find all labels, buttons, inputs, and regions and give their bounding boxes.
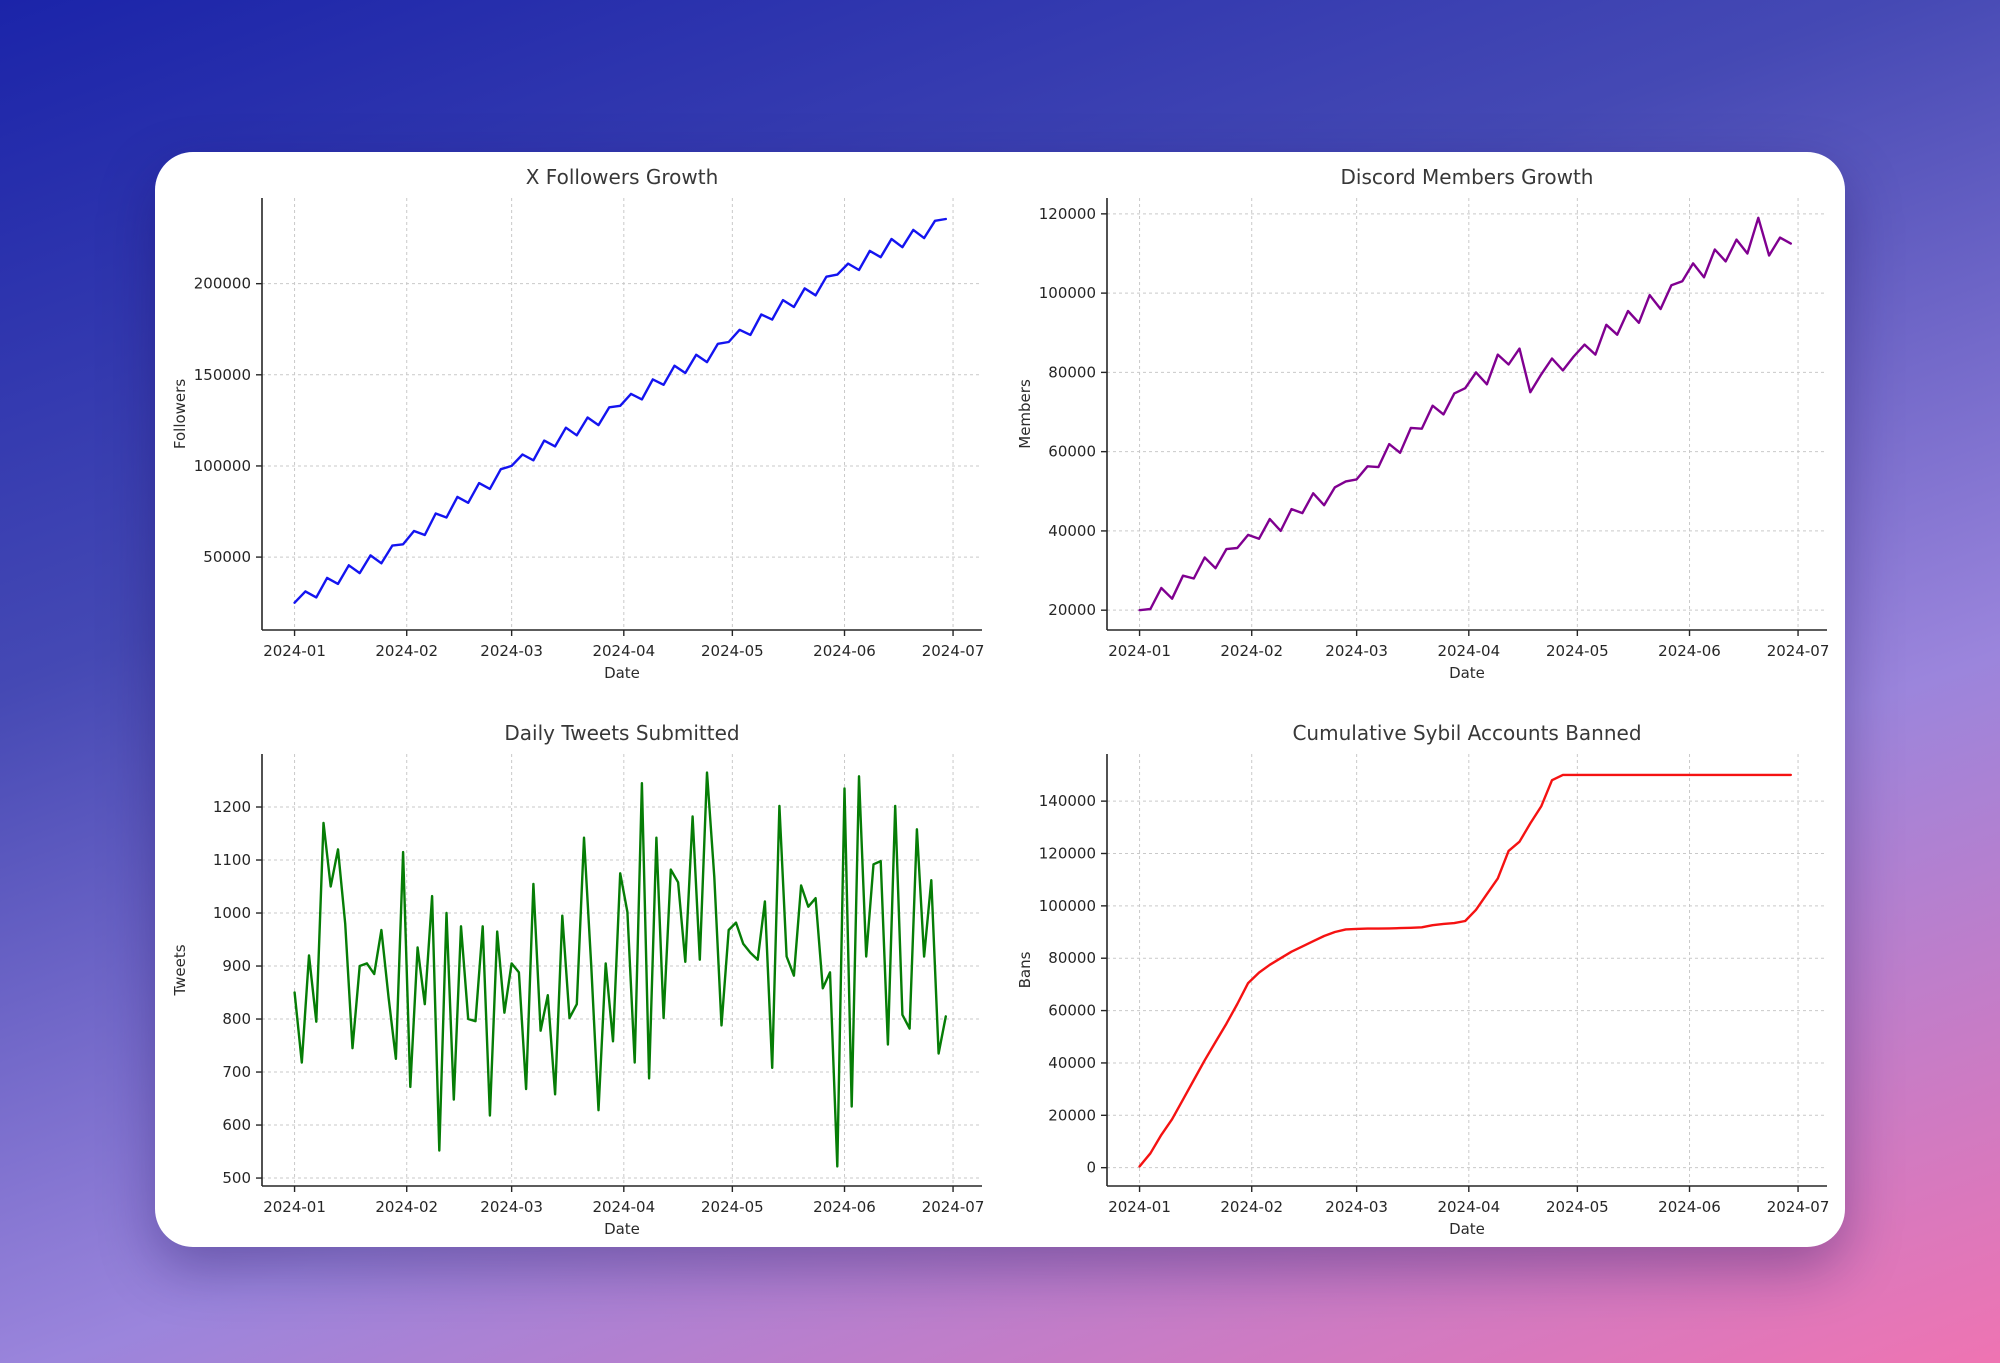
- x-tick-label: 2024-04: [1437, 1198, 1500, 1216]
- chart-title: Daily Tweets Submitted: [504, 721, 739, 745]
- series-line: [1138, 773, 1792, 1168]
- x-tick-label: 2024-05: [1546, 1198, 1609, 1216]
- x-tick-label: 2024-03: [1325, 642, 1388, 660]
- y-tick-label: 20000: [1048, 601, 1096, 619]
- tick-labels: 2024-01 2024-02 2024-03 2024-04 2024-05 2024-…: [1039, 205, 1830, 660]
- x-tick-label: 2024-06: [813, 642, 876, 660]
- y-tick-label: 150000: [194, 366, 251, 384]
- y-tick-label: 100000: [1039, 897, 1096, 915]
- chart-title: Cumulative Sybil Accounts Banned: [1292, 721, 1641, 745]
- x-tick-label: 2024-07: [1767, 642, 1830, 660]
- charts-card: X Followers Growth Date Followers 2024-0…: [155, 152, 1845, 1247]
- daily-tweets-chart: Daily Tweets Submitted Date Tweets 2024-…: [171, 721, 985, 1238]
- y-tick-label: 0: [1086, 1159, 1096, 1177]
- y-tick-label: 700: [222, 1063, 251, 1081]
- series-line: [1138, 216, 1792, 612]
- x-followers-chart: X Followers Growth Date Followers 2024-0…: [171, 165, 985, 682]
- y-tick-label: 40000: [1048, 1054, 1096, 1072]
- axes-grid: [1101, 198, 1827, 636]
- y-tick-label: 600: [222, 1116, 251, 1134]
- y-tick-label: 1000: [213, 904, 251, 922]
- x-tick-label: 2024-03: [1325, 1198, 1388, 1216]
- y-axis-label: Bans: [1016, 951, 1034, 988]
- x-axis-label: Date: [604, 664, 640, 682]
- chart-panel-discord-members: Discord Members Growth Date Members 2024…: [1000, 152, 1845, 690]
- y-tick-label: 60000: [1048, 443, 1096, 461]
- y-tick-label: 100000: [1039, 284, 1096, 302]
- tick-labels: 2024-01 2024-02 2024-03 2024-04 2024-05 2024-…: [1039, 792, 1830, 1216]
- x-tick-label: 2024-07: [922, 1198, 985, 1216]
- y-axis-label: Followers: [171, 379, 189, 449]
- chart-title: Discord Members Growth: [1341, 165, 1594, 189]
- x-tick-label: 2024-01: [263, 642, 326, 660]
- axes-grid: [256, 198, 982, 636]
- x-tick-label: 2024-02: [375, 1198, 438, 1216]
- series-line: [293, 771, 947, 1168]
- x-tick-label: 2024-05: [701, 642, 764, 660]
- x-axis-label: Date: [604, 1220, 640, 1238]
- tick-labels: 2024-01 2024-02 2024-03 2024-04 2024-05 2024-…: [213, 798, 985, 1216]
- y-tick-label: 80000: [1048, 949, 1096, 967]
- x-axis-label: Date: [1449, 1220, 1485, 1238]
- x-tick-label: 2024-07: [1767, 1198, 1830, 1216]
- y-tick-label: 1100: [213, 851, 251, 869]
- y-axis-label: Members: [1016, 379, 1034, 449]
- y-tick-label: 200000: [194, 275, 251, 293]
- y-tick-label: 20000: [1048, 1106, 1096, 1124]
- axes-grid: [256, 754, 982, 1192]
- sybil-bans-chart: Cumulative Sybil Accounts Banned Date Ba…: [1016, 721, 1830, 1238]
- y-tick-label: 120000: [1039, 844, 1096, 862]
- x-tick-label: 2024-05: [701, 1198, 764, 1216]
- y-tick-label: 60000: [1048, 1002, 1096, 1020]
- x-tick-label: 2024-06: [813, 1198, 876, 1216]
- x-tick-label: 2024-04: [592, 642, 655, 660]
- x-tick-label: 2024-02: [1220, 642, 1283, 660]
- y-tick-label: 900: [222, 957, 251, 975]
- x-tick-label: 2024-06: [1658, 1198, 1721, 1216]
- tick-labels: 2024-01 2024-02 2024-03 2024-04 2024-05 2024-…: [194, 275, 985, 660]
- chart-title: X Followers Growth: [526, 165, 719, 189]
- x-tick-label: 2024-07: [922, 642, 985, 660]
- y-tick-label: 1200: [213, 798, 251, 816]
- y-axis-label: Tweets: [171, 944, 189, 996]
- x-tick-label: 2024-02: [1220, 1198, 1283, 1216]
- series-line: [293, 217, 947, 604]
- discord-members-chart: Discord Members Growth Date Members 2024…: [1016, 165, 1830, 682]
- x-tick-label: 2024-01: [1108, 642, 1171, 660]
- x-tick-label: 2024-01: [263, 1198, 326, 1216]
- chart-panel-sybil-bans: Cumulative Sybil Accounts Banned Date Ba…: [1000, 690, 1845, 1247]
- x-tick-label: 2024-01: [1108, 1198, 1171, 1216]
- chart-panel-x-followers: X Followers Growth Date Followers 2024-0…: [155, 152, 1000, 690]
- y-tick-label: 120000: [1039, 205, 1096, 223]
- x-tick-label: 2024-05: [1546, 642, 1609, 660]
- axes-grid: [1101, 754, 1827, 1192]
- y-tick-label: 500: [222, 1169, 251, 1187]
- x-tick-label: 2024-04: [592, 1198, 655, 1216]
- y-tick-label: 140000: [1039, 792, 1096, 810]
- y-tick-label: 800: [222, 1010, 251, 1028]
- x-tick-label: 2024-03: [480, 1198, 543, 1216]
- chart-panel-daily-tweets: Daily Tweets Submitted Date Tweets 2024-…: [155, 690, 1000, 1247]
- x-tick-label: 2024-03: [480, 642, 543, 660]
- y-tick-label: 100000: [194, 457, 251, 475]
- y-tick-label: 40000: [1048, 522, 1096, 540]
- x-tick-label: 2024-02: [375, 642, 438, 660]
- y-tick-label: 50000: [203, 548, 251, 566]
- x-axis-label: Date: [1449, 664, 1485, 682]
- x-tick-label: 2024-06: [1658, 642, 1721, 660]
- x-tick-label: 2024-04: [1437, 642, 1500, 660]
- y-tick-label: 80000: [1048, 363, 1096, 381]
